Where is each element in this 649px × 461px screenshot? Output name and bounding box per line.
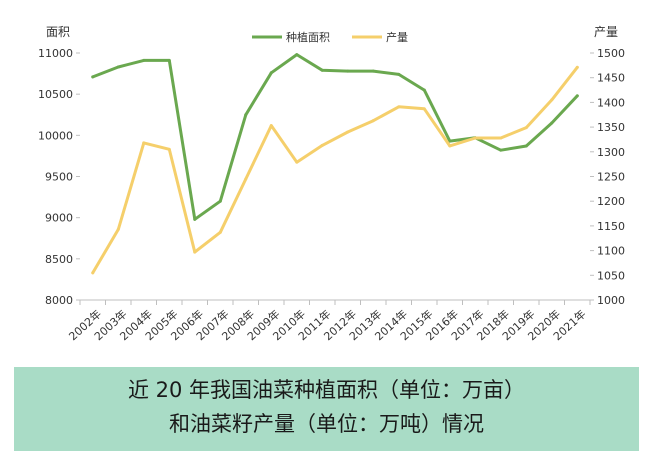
data-point [397,72,401,76]
right-tick-label: 1250 [597,171,625,184]
data-point [473,136,477,140]
left-tick-label: 9000 [45,212,73,225]
right-tick-label: 1350 [597,121,625,134]
data-point [422,107,426,111]
series-line [91,53,579,221]
data-point [269,71,273,75]
right-tick-label: 1000 [597,294,625,307]
right-tick-label: 1500 [597,47,625,60]
data-point [499,148,503,152]
right-tick-label: 1150 [597,220,625,233]
data-point [320,68,324,72]
right-tick-label: 1400 [597,96,625,109]
right-tick-label: 1300 [597,146,625,159]
data-point [193,250,197,254]
data-point [116,227,120,231]
caption-line-2: 和油菜籽产量（单位：万吨）情况 [169,412,484,436]
legend: 种植面积 产量 [252,30,408,44]
right-axis-title: 产量 [594,25,618,39]
data-point [371,119,375,123]
data-point [550,98,554,102]
right-tick-label: 1050 [597,269,625,282]
right-tick-label: 1450 [597,72,625,85]
data-point [218,230,222,234]
data-point [218,199,222,203]
right-tick-label: 1200 [597,195,625,208]
axes: 2002年2003年2004年2005年2006年2007年2008年2009年… [38,47,625,343]
data-point [116,65,120,69]
data-point [244,177,248,181]
data-point [499,136,503,140]
data-point [448,139,452,143]
data-point [575,94,579,98]
series-lines [91,53,579,275]
data-point [422,88,426,92]
caption-line-1: 近 20 年我国油菜种植面积（单位：万亩） [127,378,526,402]
data-point [295,160,299,164]
data-point [575,65,579,69]
data-point [524,126,528,130]
legend-label: 种植面积 [286,30,330,44]
left-tick-label: 10500 [38,88,73,101]
left-tick-label: 8000 [45,294,73,307]
data-point [346,69,350,73]
chart-caption: 近 20 年我国油菜种植面积（单位：万亩） 和油菜籽产量（单位：万吨）情况 [14,367,639,451]
data-point [91,75,95,79]
data-point [397,105,401,109]
left-axis-title: 面积 [46,25,70,39]
data-point [448,144,452,148]
data-point [295,53,299,57]
data-point [193,217,197,221]
left-tick-label: 8500 [45,253,73,266]
data-point [244,113,248,117]
left-tick-label: 10000 [38,129,73,142]
data-point [320,143,324,147]
line-chart: 面积 产量 种植面积 产量 2002年2003年2004年2005年2006年20… [38,25,625,343]
data-point [269,124,273,128]
data-point [346,130,350,134]
right-tick-label: 1100 [597,245,625,258]
data-point [91,271,95,275]
data-point [371,69,375,73]
legend-label: 产量 [386,30,408,44]
left-tick-label: 11000 [38,47,73,60]
left-tick-label: 9500 [45,171,73,184]
data-point [524,144,528,148]
series-line [91,65,579,275]
data-point [142,58,146,62]
data-point [550,121,554,125]
data-point [142,141,146,145]
data-point [167,147,171,151]
chart-area: 面积 产量 种植面积 产量 2002年 2003年 2004年 2005年 2006年 20… [38,25,625,343]
data-point [167,58,171,62]
